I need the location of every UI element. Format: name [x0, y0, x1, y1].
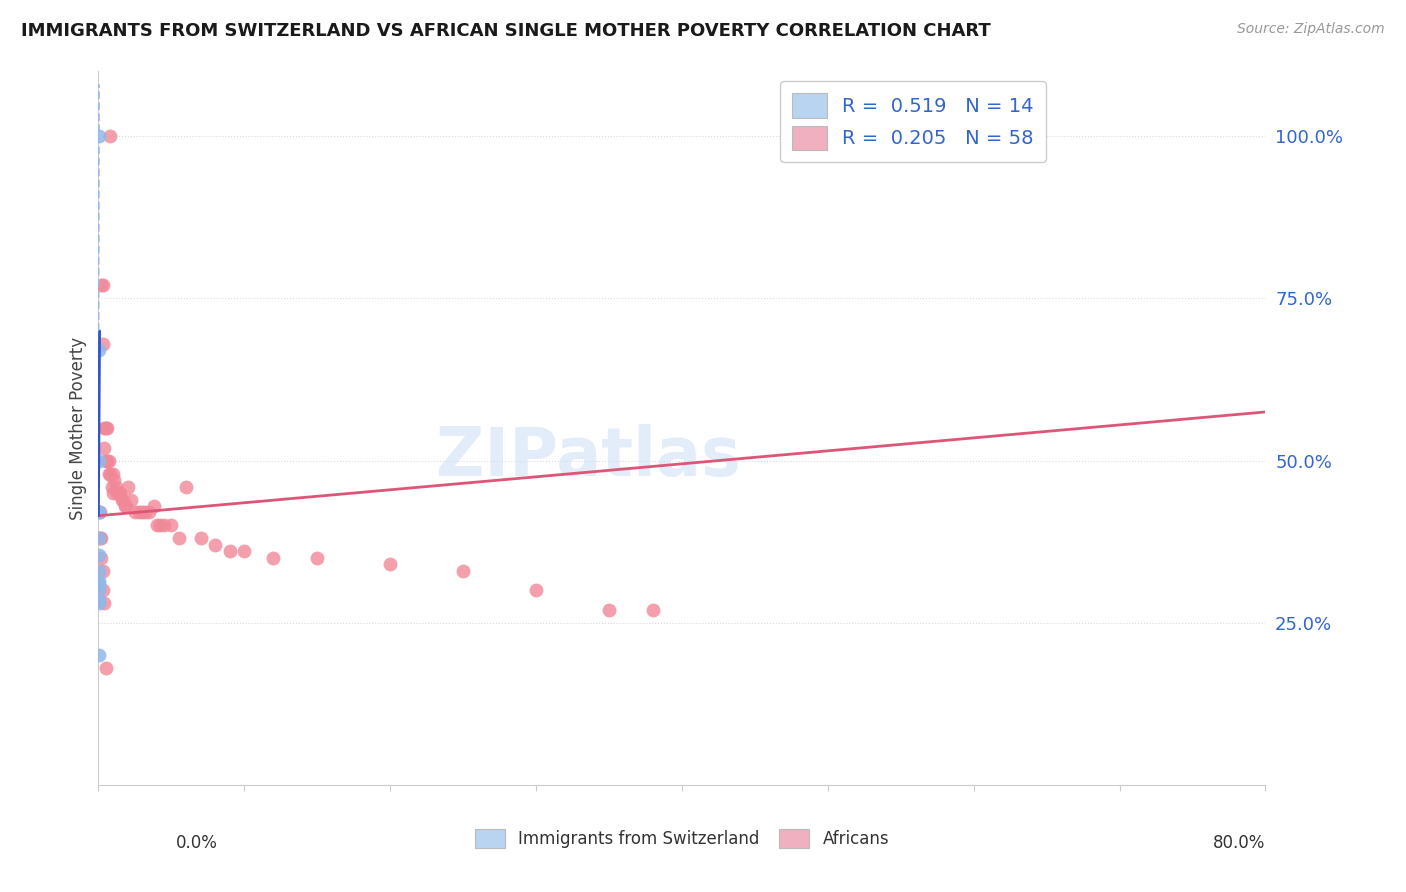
Point [93, 421, 115, 435]
Text: ZIPatlas: ZIPatlas [436, 424, 741, 490]
Point [451, 564, 474, 578]
Point [103, 473, 125, 487]
Point [93, 596, 115, 610]
Point [262, 550, 284, 565]
Point [90, 532, 112, 546]
Point [89, 583, 111, 598]
Point [89, 532, 111, 546]
Point [114, 499, 136, 513]
Text: IMMIGRANTS FROM SWITZERLAND VS AFRICAN SINGLE MOTHER POVERTY CORRELATION CHART: IMMIGRANTS FROM SWITZERLAND VS AFRICAN S… [21, 22, 991, 40]
Point [89, 129, 111, 144]
Point [131, 506, 153, 520]
Point [124, 506, 146, 520]
Point [307, 550, 329, 565]
Point [190, 532, 212, 546]
Point [598, 603, 620, 617]
Point [90, 278, 112, 293]
Point [117, 479, 139, 493]
Point [233, 544, 256, 558]
Point [100, 479, 122, 493]
Point [101, 486, 124, 500]
Legend: Immigrants from Switzerland, Africans: Immigrants from Switzerland, Africans [468, 822, 896, 855]
Y-axis label: Single Mother Poverty: Single Mother Poverty [69, 336, 87, 520]
Point [105, 486, 128, 500]
Point [93, 441, 115, 455]
Point [524, 583, 547, 598]
Point [98, 467, 121, 481]
Point [115, 499, 138, 513]
Point [89, 532, 111, 546]
Point [98, 129, 121, 144]
Point [142, 499, 165, 513]
Point [91, 583, 114, 598]
Point [96, 453, 118, 467]
Point [111, 492, 134, 507]
Point [108, 486, 131, 500]
Point [89, 596, 111, 610]
Point [149, 518, 172, 533]
Point [89, 343, 111, 358]
Point [89, 593, 111, 607]
Point [101, 467, 124, 481]
Point [89, 506, 111, 520]
Point [160, 518, 183, 533]
Text: 80.0%: 80.0% [1213, 834, 1265, 852]
Point [641, 603, 664, 617]
Point [94, 661, 117, 675]
Point [153, 518, 176, 533]
Point [89, 577, 111, 591]
Point [91, 336, 114, 351]
Point [89, 548, 111, 562]
Point [138, 506, 160, 520]
Point [89, 506, 111, 520]
Point [167, 532, 190, 546]
Point [110, 486, 132, 500]
Point [89, 574, 111, 588]
Point [94, 421, 117, 435]
Point [174, 479, 197, 493]
Point [112, 492, 135, 507]
Point [134, 506, 156, 520]
Point [128, 506, 150, 520]
Point [218, 544, 240, 558]
Point [204, 538, 226, 552]
Point [90, 550, 112, 565]
Point [89, 453, 111, 467]
Point [104, 479, 127, 493]
Point [91, 564, 114, 578]
Point [96, 421, 118, 435]
Point [89, 506, 111, 520]
Point [120, 492, 142, 507]
Point [380, 558, 402, 572]
Point [91, 278, 114, 293]
Point [89, 564, 111, 578]
Point [89, 648, 111, 663]
Text: 0.0%: 0.0% [176, 834, 218, 852]
Point [97, 453, 120, 467]
Point [97, 467, 120, 481]
Point [146, 518, 169, 533]
Point [94, 453, 117, 467]
Text: Source: ZipAtlas.com: Source: ZipAtlas.com [1237, 22, 1385, 37]
